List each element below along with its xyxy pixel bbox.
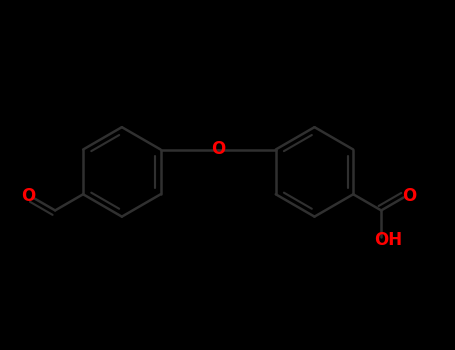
Text: O: O [211,140,225,158]
Text: O: O [402,187,416,205]
Text: OH: OH [374,231,403,248]
Text: O: O [21,187,35,205]
